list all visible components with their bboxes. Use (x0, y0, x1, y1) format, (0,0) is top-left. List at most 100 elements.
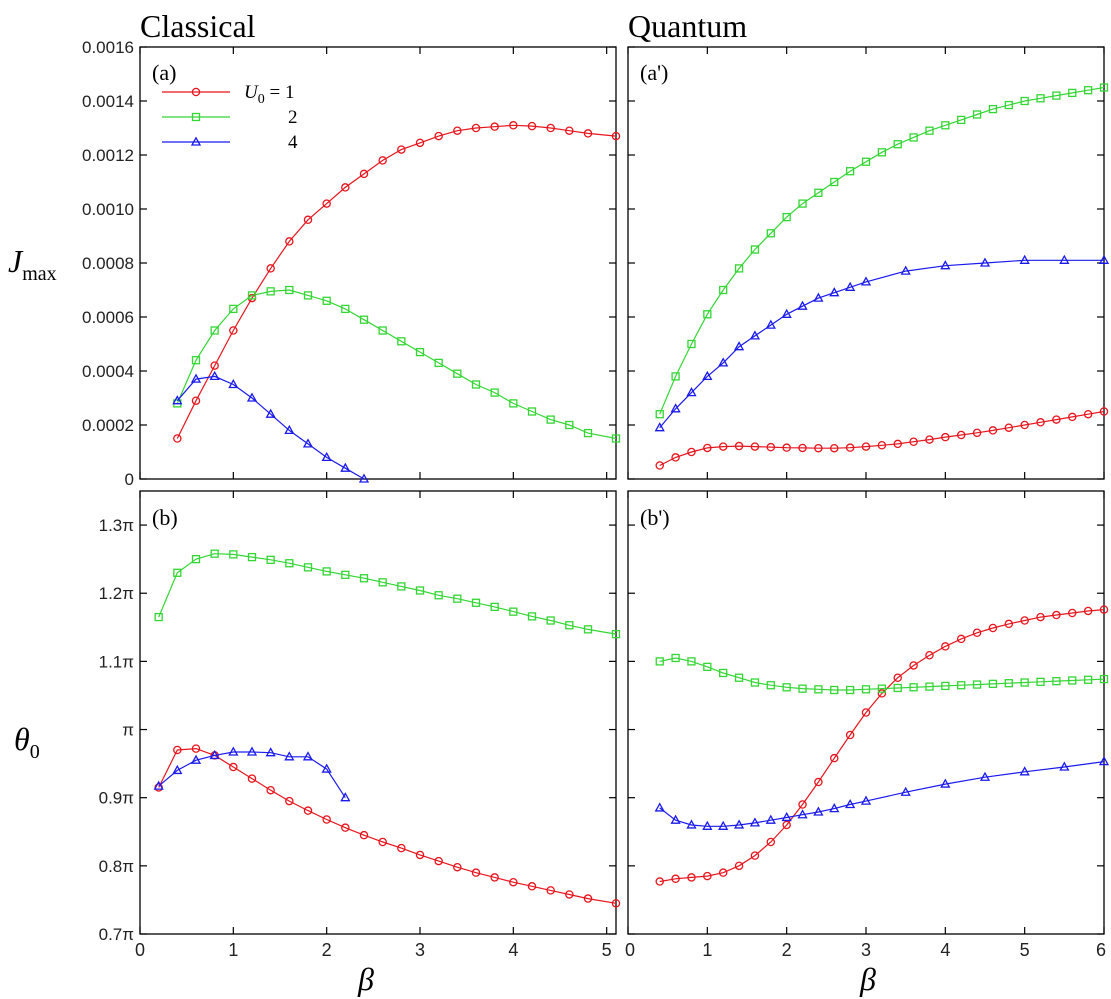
data-point (781, 308, 792, 318)
x-tick-label: 2 (782, 940, 792, 960)
data-point (766, 681, 775, 690)
data-point (1099, 674, 1109, 684)
y-tick-label: 0.7π (99, 925, 134, 944)
data-point (957, 681, 966, 690)
data-point (1083, 86, 1093, 95)
data-point (1004, 679, 1013, 688)
legend-symbol: U (244, 82, 259, 103)
data-point (340, 462, 351, 472)
data-point (909, 683, 918, 692)
data-point (1068, 608, 1077, 618)
series-line (176, 375, 365, 480)
y-tick-label: 0.9π (99, 789, 134, 808)
data-point (830, 443, 839, 453)
data-point (321, 763, 332, 773)
y-axis-title-bottom-sub: 0 (30, 741, 40, 763)
series-U0-4 (654, 254, 1110, 432)
x-tick-label: 4 (508, 940, 518, 960)
series-U0-1 (173, 121, 621, 443)
data-point (782, 820, 791, 830)
data-point (979, 257, 991, 267)
data-point (1036, 418, 1045, 427)
data-point (1020, 616, 1029, 625)
data-point (940, 778, 951, 788)
series-line (659, 761, 1105, 827)
data-point (173, 745, 182, 755)
data-point (750, 678, 760, 687)
data-point (415, 138, 425, 148)
data-point (1019, 254, 1030, 264)
data-point (322, 815, 331, 824)
data-point (303, 215, 313, 225)
data-point (782, 443, 791, 452)
legend-label: 4 (288, 132, 298, 153)
data-point (860, 795, 872, 805)
data-point (845, 685, 855, 695)
data-point (687, 657, 696, 666)
data-point (228, 746, 239, 756)
data-point (546, 886, 555, 895)
data-point (453, 862, 462, 872)
data-point (565, 621, 574, 630)
data-point (829, 803, 840, 813)
data-point (322, 199, 331, 208)
data-point (565, 890, 574, 899)
data-point (359, 830, 369, 840)
data-point (303, 291, 313, 300)
data-point (229, 550, 238, 559)
data-point (191, 396, 201, 405)
data-point (527, 121, 537, 131)
data-point (956, 634, 966, 644)
y-tick-label: 0.0006 (82, 308, 134, 327)
data-point (247, 774, 257, 783)
data-point (845, 281, 856, 291)
data-point (1004, 423, 1014, 432)
data-point (766, 229, 775, 238)
legend-label: 2 (288, 107, 298, 128)
data-point (397, 843, 406, 853)
series-line (659, 410, 1105, 467)
data-point (266, 555, 275, 564)
data-point (781, 811, 792, 822)
panel-frame (139, 490, 617, 935)
heading-quantum: Quantum (628, 8, 747, 44)
y-tick-label: 0.0016 (82, 38, 134, 57)
data-point (471, 868, 481, 877)
data-point (798, 443, 807, 453)
data-point (687, 873, 696, 882)
data-point (893, 683, 902, 693)
data-point (655, 657, 664, 666)
data-point (861, 157, 871, 166)
data-point (341, 183, 350, 192)
data-point (397, 582, 406, 591)
y-tick-label: 0.0004 (82, 362, 134, 381)
data-point (654, 422, 665, 432)
data-point (611, 131, 621, 141)
x-tick-label: 5 (1020, 940, 1030, 960)
data-point (321, 451, 332, 462)
data-point (322, 296, 331, 305)
data-point (246, 392, 258, 402)
data-point (654, 802, 665, 812)
x-axis-title-left: β (357, 961, 374, 997)
data-point (671, 372, 680, 381)
data-point (733, 341, 745, 351)
data-point (956, 430, 966, 440)
data-point (341, 570, 350, 579)
data-point (190, 754, 202, 764)
data-point (797, 809, 808, 819)
data-point (941, 432, 950, 442)
data-point (814, 443, 823, 453)
data-point (909, 437, 918, 446)
data-point (246, 746, 258, 756)
data-point (1083, 606, 1093, 616)
data-point (750, 442, 760, 451)
x-tick-label: 4 (940, 940, 950, 960)
data-point (845, 798, 856, 809)
y-tick-label: 0.0014 (82, 92, 134, 111)
panel-b-prime: 0 1 2 3 4 5 6 (b') (625, 490, 1110, 960)
data-point (471, 123, 481, 133)
data-point (798, 800, 807, 809)
data-point (265, 747, 276, 757)
y-tick-label: π (122, 721, 134, 740)
